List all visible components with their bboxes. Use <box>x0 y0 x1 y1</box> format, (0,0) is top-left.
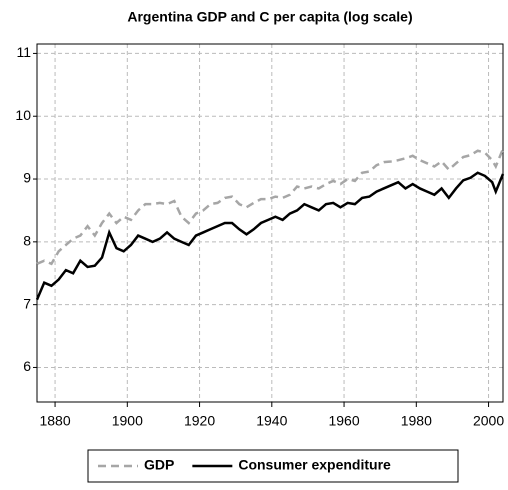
x-tick-label: 1940 <box>256 413 287 429</box>
legend-label: GDP <box>144 457 174 473</box>
y-tick-label: 6 <box>23 358 31 374</box>
legend-label: Consumer expenditure <box>238 457 391 473</box>
x-tick-label: 1980 <box>401 413 432 429</box>
x-tick-label: 1900 <box>112 413 143 429</box>
y-tick-label: 11 <box>16 44 31 60</box>
series-line <box>35 171 505 301</box>
y-tick-label: 10 <box>15 107 31 123</box>
x-tick-label: 1960 <box>328 413 359 429</box>
y-tick-label: 9 <box>23 170 31 186</box>
plot-frame <box>36 43 504 403</box>
y-tick-label: 7 <box>23 295 31 311</box>
x-tick-label: 1880 <box>39 413 70 429</box>
series-line <box>36 148 505 266</box>
x-tick-label: 2000 <box>473 413 504 429</box>
x-tick-label: 1920 <box>184 413 215 429</box>
chart-title: Argentina GDP and C per capita (log scal… <box>127 9 412 25</box>
y-tick-label: 8 <box>23 233 31 249</box>
legend-box <box>87 449 459 483</box>
